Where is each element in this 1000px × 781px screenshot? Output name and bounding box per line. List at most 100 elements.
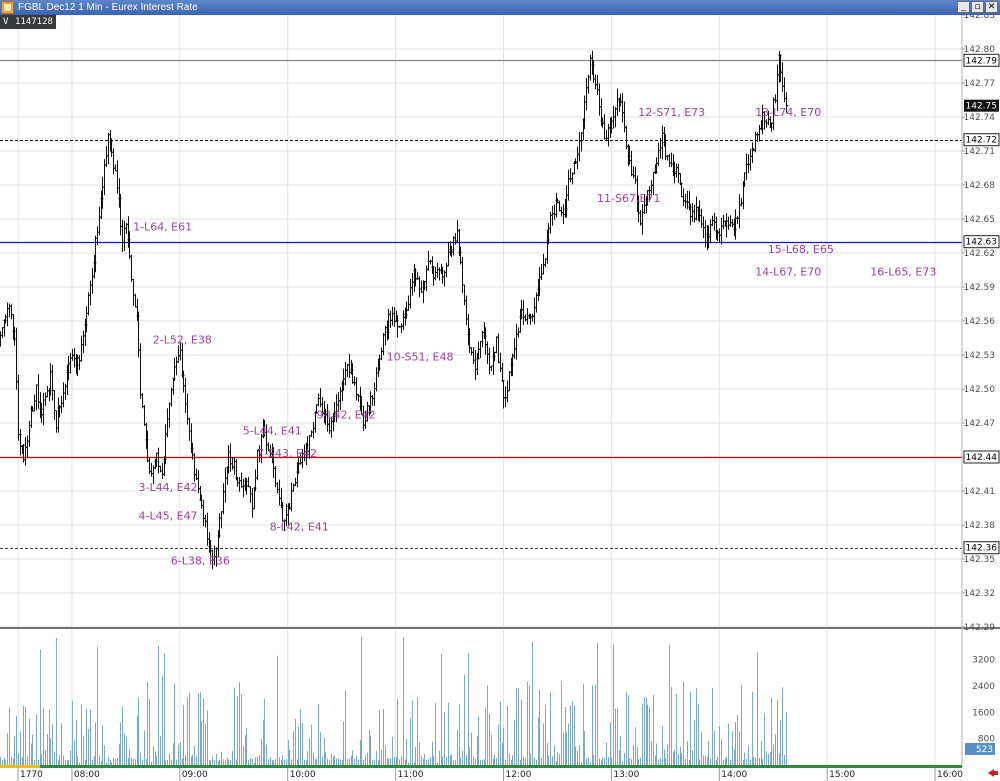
volume-bar xyxy=(284,760,285,765)
trade-annotation: 6-L38, E36 xyxy=(171,555,230,568)
volume-bar xyxy=(108,757,109,765)
volume-bar xyxy=(541,758,542,765)
volume-bar xyxy=(27,756,28,765)
volume-bar xyxy=(9,707,10,765)
volume-bar xyxy=(85,759,86,765)
volume-bar xyxy=(761,741,762,765)
volume-bar xyxy=(601,760,602,765)
volume-bar xyxy=(565,706,566,765)
volume-bar xyxy=(264,698,265,765)
trade-annotation: 2-L52, E38 xyxy=(153,334,212,347)
volume-bar xyxy=(156,756,157,765)
volume-bar xyxy=(318,704,319,765)
volume-bar xyxy=(577,751,578,765)
volume-bar xyxy=(701,731,702,765)
volume-bar xyxy=(363,759,364,765)
price-bar xyxy=(784,92,789,113)
volume-bar xyxy=(329,759,330,765)
volume-bar xyxy=(25,707,26,765)
volume-bar xyxy=(676,693,677,765)
volume-bar xyxy=(687,741,688,765)
volume-bar xyxy=(394,756,395,765)
volume-bar xyxy=(637,746,638,765)
volume-bar xyxy=(236,759,237,765)
close-button[interactable]: ✕ xyxy=(985,1,998,13)
volume-bar xyxy=(586,758,587,765)
volume-bar xyxy=(225,760,226,765)
volume-bar xyxy=(180,742,181,765)
price-axis[interactable]: 142.83 142.80 142.77 142.74 142.71 142.68 142.… xyxy=(962,11,995,633)
time-tick-label: 16:00 xyxy=(937,770,963,780)
volume-bar xyxy=(514,719,515,765)
volume-bar xyxy=(200,692,201,765)
volume-bar xyxy=(333,756,334,765)
scroll-position-marker[interactable] xyxy=(0,765,40,768)
volume-bar xyxy=(18,753,19,765)
volume-bar xyxy=(750,759,751,765)
volume-bar xyxy=(2,759,3,765)
volume-bar xyxy=(83,735,84,765)
trade-annotation: 3-L44, E42 xyxy=(139,481,198,494)
volume-bar xyxy=(780,719,781,765)
volume-bar xyxy=(617,708,618,765)
volume-bar xyxy=(505,760,506,765)
volume-bar xyxy=(403,637,404,765)
volume-bar xyxy=(566,732,567,765)
volume-bar xyxy=(61,722,62,765)
volume-bar xyxy=(493,758,494,765)
volume-bar xyxy=(768,754,769,765)
volume-bar xyxy=(698,703,699,765)
volume-bar xyxy=(343,721,344,765)
price-tick-label: 142.68 xyxy=(964,181,996,191)
volume-bar xyxy=(656,743,657,765)
volume-bar xyxy=(786,712,787,765)
volume-bar xyxy=(410,718,411,765)
volume-bar xyxy=(47,734,48,765)
volume-bar xyxy=(104,745,105,765)
volume-bar xyxy=(277,655,278,765)
volume-bar xyxy=(52,724,53,765)
volume-info-value: 1147128 xyxy=(15,17,53,27)
volume-bar xyxy=(426,760,427,765)
volume-bar xyxy=(583,684,584,765)
volume-bar xyxy=(210,760,211,765)
minimize-button[interactable]: _ xyxy=(957,1,970,13)
volume-bar xyxy=(354,759,355,765)
maximize-button[interactable]: ▫ xyxy=(971,1,984,13)
volume-bar xyxy=(502,742,503,765)
volume-bar xyxy=(167,759,168,765)
volume-bar xyxy=(568,723,569,765)
scroll-left-arrow-icon[interactable] xyxy=(988,769,998,777)
volume-bar xyxy=(216,754,217,765)
trade-annotation: 1-L64, E61 xyxy=(133,220,192,233)
volume-bar xyxy=(41,753,42,765)
volume-bar xyxy=(174,683,175,765)
trade-annotation: 14-L67, E70 xyxy=(755,266,821,279)
volume-bar xyxy=(784,754,785,765)
volume-bar xyxy=(149,698,150,765)
volume-bar xyxy=(471,732,472,765)
volume-bar xyxy=(475,758,476,765)
volume-bar xyxy=(439,750,440,765)
volume-bar xyxy=(694,719,695,765)
volume-bar xyxy=(289,750,290,765)
level-price-label: 142.44 xyxy=(966,453,998,463)
volume-bar xyxy=(182,758,183,765)
volume-bar xyxy=(31,743,32,765)
time-axis[interactable]: 1770 08:00 09:00 10:00 11:00 12:00 13:00 14:00 1… xyxy=(17,765,963,781)
volume-info-box: V 1147128 xyxy=(0,15,56,29)
volume-bar xyxy=(70,750,71,765)
volume-bar xyxy=(74,740,75,765)
volume-bar xyxy=(538,717,539,765)
volume-bar xyxy=(268,759,269,765)
trade-annotation: 11-S67,E71 xyxy=(597,192,660,205)
volume-bar xyxy=(254,762,255,765)
volume-bar xyxy=(5,759,6,765)
volume-bar xyxy=(518,688,519,765)
volume-bar xyxy=(379,709,380,765)
volume-bar xyxy=(147,681,148,765)
time-tick-label: 14:00 xyxy=(721,770,747,780)
